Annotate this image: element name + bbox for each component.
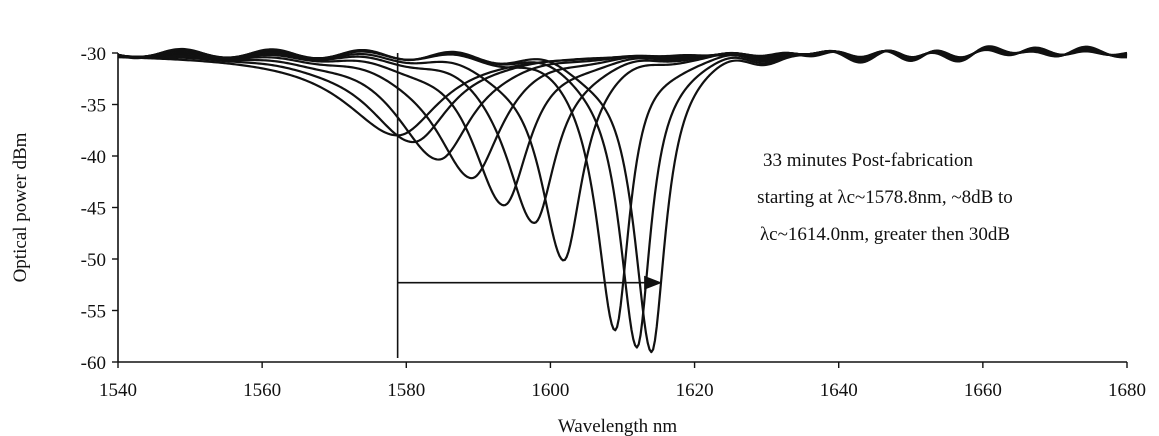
x-tick-label: 1640 (820, 380, 858, 401)
y-tick-label: -40 (81, 147, 106, 168)
y-axis-label: Optical power dBm (10, 132, 31, 282)
series-curves (117, 45, 1128, 354)
spectrum-curve (117, 45, 1128, 354)
x-tick-label: 1600 (531, 380, 569, 401)
spectrum-curve (117, 47, 1128, 207)
shift-arrow-head (644, 275, 663, 290)
x-tick-label: 1540 (99, 380, 137, 401)
y-ticks: -30 -35 -40 -45 -50 -55 -60 (81, 44, 118, 374)
y-tick-label: -45 (81, 199, 106, 220)
x-tick-label: 1680 (1108, 380, 1146, 401)
x-tick-label: 1580 (387, 380, 425, 401)
x-tick-label: 1560 (243, 380, 281, 401)
y-tick-label: -35 (81, 96, 106, 117)
x-axis-label: Wavelength nm (558, 416, 678, 436)
annotation-line-1: 33 minutes Post-fabrication (763, 150, 974, 171)
y-tick-label: -55 (81, 302, 106, 323)
annotation-line-2: starting at λc~1578.8nm, ~8dB to (757, 187, 1013, 208)
y-tick-label: -60 (81, 353, 106, 374)
y-tick-label: -30 (81, 44, 106, 65)
annotation-line-3: λc~1614.0nm, greater then 30dB (760, 224, 1010, 245)
y-tick-label: -50 (81, 250, 106, 271)
x-tick-label: 1620 (676, 380, 714, 401)
x-tick-label: 1660 (964, 380, 1002, 401)
x-ticks: 1540 1560 1580 1600 1620 1640 1660 1680 (99, 362, 1146, 401)
